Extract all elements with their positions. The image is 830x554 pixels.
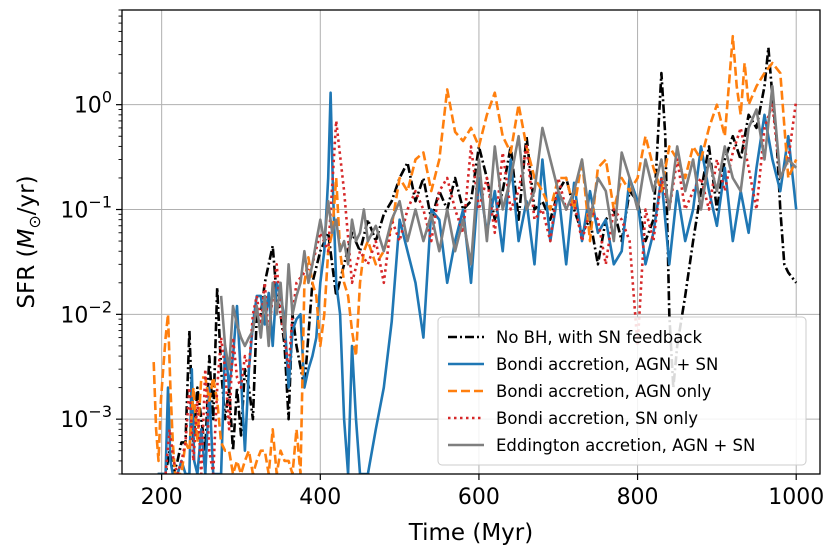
- series-line-4: [219, 84, 798, 371]
- legend-label-1: Bondi accretion, AGN + SN: [496, 355, 718, 374]
- legend-label-4: Eddington accretion, AGN + SN: [496, 436, 755, 455]
- axes: 200 400 600 800 1000 10−3 10−2 10−1 100: [60, 9, 824, 510]
- series-line-2: [152, 34, 798, 474]
- y-axis-label: SFR (M⊙/yr): [14, 175, 44, 308]
- y-axis-label-unit: /yr: [14, 184, 40, 215]
- legend: No BH, with SN feedback Bondi accretion, …: [437, 316, 807, 466]
- axis-labels: Time (Myr) SFR (M⊙/yr): [14, 175, 533, 546]
- x-tick-label: 1000: [768, 485, 824, 510]
- plot-frame: [121, 9, 821, 475]
- series-lines: [152, 34, 798, 474]
- x-tick-label: 800: [617, 485, 659, 510]
- legend-label-0: No BH, with SN feedback: [496, 328, 702, 347]
- x-tick-label: 200: [141, 485, 183, 510]
- y-axis-label-quantity: SFR: [14, 265, 40, 309]
- x-tick-label: 600: [458, 485, 500, 510]
- legend-label-2: Bondi accretion, AGN only: [496, 382, 712, 401]
- series-line-0: [157, 46, 798, 474]
- legend-box: [437, 316, 807, 466]
- x-tick-label: 400: [299, 485, 341, 510]
- series-line-1: [157, 91, 798, 474]
- series-line-3: [164, 100, 798, 474]
- x-axis-label: Time (Myr): [408, 520, 533, 546]
- y-tick-label: 10−2: [60, 297, 112, 328]
- y-tick-label: 10−3: [60, 402, 112, 433]
- y-axis-label-unit-symbol: M: [14, 228, 40, 248]
- y-axis-label-unit-subscript: ⊙: [25, 215, 44, 228]
- y-tick-label: 10−1: [60, 193, 112, 224]
- legend-label-3: Bondi accretion, SN only: [496, 409, 698, 428]
- y-tick-label: 100: [74, 88, 112, 119]
